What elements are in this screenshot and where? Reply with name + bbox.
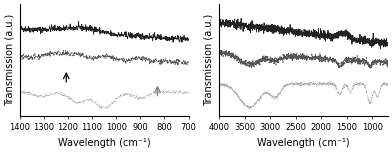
X-axis label: Wavelength (cm⁻¹): Wavelength (cm⁻¹)	[58, 138, 151, 148]
Y-axis label: Transmission (a.u.): Transmission (a.u.)	[203, 14, 213, 106]
X-axis label: Wavelength (cm⁻¹): Wavelength (cm⁻¹)	[257, 138, 350, 148]
Y-axis label: Transmission (a.u.): Transmission (a.u.)	[4, 14, 14, 106]
